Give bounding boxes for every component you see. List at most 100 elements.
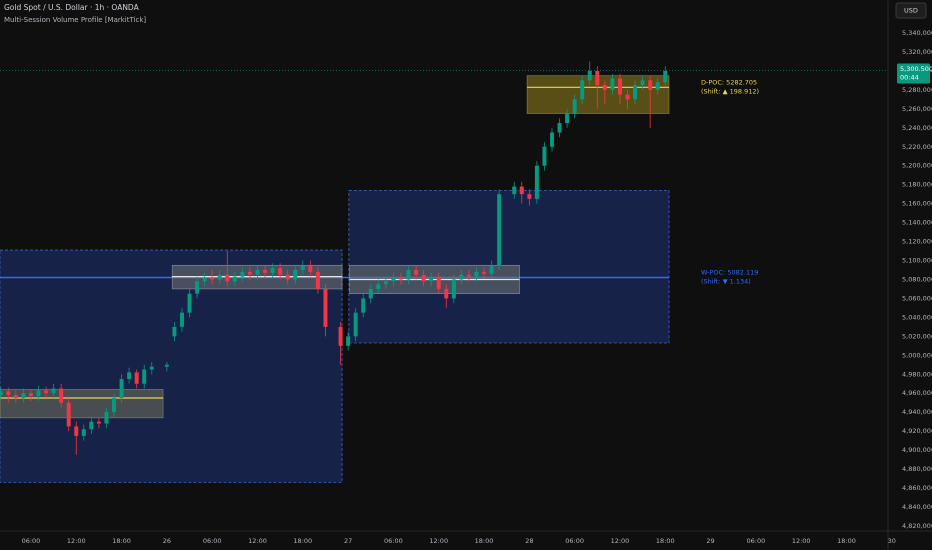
candle-body <box>346 336 351 346</box>
x-tick-label: 18:00 <box>293 537 312 545</box>
candle-body <box>633 85 638 100</box>
candle-body <box>572 99 577 114</box>
y-tick-label: 5,220,000 <box>902 143 932 151</box>
candle-body <box>534 165 539 199</box>
candle-body <box>232 276 237 282</box>
candle-body <box>263 269 268 273</box>
candle-body <box>617 78 622 95</box>
candle-body <box>610 78 615 90</box>
x-tick-label: 30 <box>888 537 896 545</box>
candle-body <box>210 277 215 280</box>
candle-body <box>527 194 532 199</box>
x-tick-label: 27 <box>344 537 352 545</box>
y-tick-label: 5,020,000 <box>902 332 932 340</box>
y-tick-label: 5,140,000 <box>902 219 932 227</box>
candle-body <box>398 277 403 280</box>
candle-body <box>59 388 64 403</box>
candle-body <box>0 391 3 396</box>
candle-body <box>81 429 86 436</box>
x-tick-label: 12:00 <box>67 537 86 545</box>
y-tick-label: 5,240,000 <box>902 124 932 132</box>
candle-body <box>323 288 328 327</box>
x-tick-label: 18:00 <box>475 537 494 545</box>
candle-body <box>557 123 562 133</box>
y-tick-label: 5,000,000 <box>902 351 932 359</box>
candle-body <box>391 277 396 282</box>
x-tick-label: 18:00 <box>837 537 856 545</box>
day-poc-shift: (Shift: ▲ 198.912) <box>701 87 759 95</box>
candle-body <box>255 269 260 275</box>
candle-body <box>429 277 434 282</box>
candle-body <box>383 281 388 285</box>
plot-area <box>0 61 670 483</box>
candle-body <box>565 113 570 124</box>
candle-body <box>519 186 524 195</box>
y-tick-label: 5,200,000 <box>902 162 932 170</box>
candle-body <box>36 390 41 397</box>
candle-body <box>482 271 487 274</box>
candle-body <box>436 277 441 289</box>
candle-body <box>278 268 283 275</box>
candle-body <box>202 277 207 282</box>
candle-body <box>368 288 373 299</box>
x-tick-label: 12:00 <box>611 537 630 545</box>
candle-body <box>89 421 94 430</box>
week-poc-label: W-POC: 5082.119 <box>701 268 758 276</box>
candle-body <box>112 397 117 413</box>
candle-body <box>293 269 298 280</box>
y-tick-label: 5,040,000 <box>902 313 932 321</box>
candle-body <box>66 402 71 427</box>
candle-body <box>542 146 547 166</box>
currency-button[interactable] <box>895 2 927 19</box>
x-tick-label: 06:00 <box>384 537 403 545</box>
candle-body <box>51 388 56 394</box>
candle-body <box>580 80 585 100</box>
candle-body <box>489 265 494 274</box>
candle-body <box>225 274 230 282</box>
candle-body <box>308 265 313 272</box>
y-tick-label: 5,160,000 <box>902 200 932 208</box>
candle-body <box>127 372 132 380</box>
candle-body <box>421 274 426 282</box>
value-area <box>0 389 164 419</box>
candle-body <box>217 274 222 280</box>
candle-body <box>655 82 660 90</box>
day-poc-label: D-POC: 5282.705 <box>701 78 757 86</box>
candle-body <box>361 298 366 313</box>
candle-body <box>497 194 502 266</box>
x-tick-label: 06:00 <box>565 537 584 545</box>
candle-body <box>149 366 154 370</box>
candle-body <box>625 94 630 100</box>
currency-label[interactable]: USD <box>904 7 918 15</box>
y-tick-label: 5,260,000 <box>902 105 932 113</box>
y-tick-label: 5,120,000 <box>902 238 932 246</box>
candle-body <box>134 372 139 384</box>
y-tick-label: 5,060,000 <box>902 294 932 302</box>
candle-body <box>663 70 668 83</box>
candle-body <box>96 421 101 424</box>
price-tag-label: 5,300.500 <box>900 65 932 73</box>
symbol-title: Gold Spot / U.S. Dollar · 1h · OANDA <box>4 3 140 12</box>
candle-body <box>466 274 471 277</box>
price-tag <box>897 63 930 84</box>
price-tag-countdown: 00:44 <box>900 73 919 81</box>
candle-body <box>474 271 479 277</box>
y-tick-label: 4,880,000 <box>902 465 932 473</box>
candle-body <box>587 70 592 81</box>
x-tick-label: 06:00 <box>747 537 766 545</box>
candle-body <box>315 271 320 289</box>
candle-body <box>451 279 456 299</box>
candle-body <box>195 281 200 294</box>
candle-body <box>179 312 184 327</box>
candle-body <box>164 364 169 367</box>
candle-body <box>13 395 18 398</box>
y-tick-label: 4,860,000 <box>902 484 932 492</box>
candle-body <box>21 393 26 398</box>
candle-body <box>247 271 252 275</box>
candle-body <box>595 70 600 86</box>
x-tick-label: 18:00 <box>656 537 675 545</box>
candle-body <box>172 326 177 337</box>
candle-body <box>300 265 305 270</box>
